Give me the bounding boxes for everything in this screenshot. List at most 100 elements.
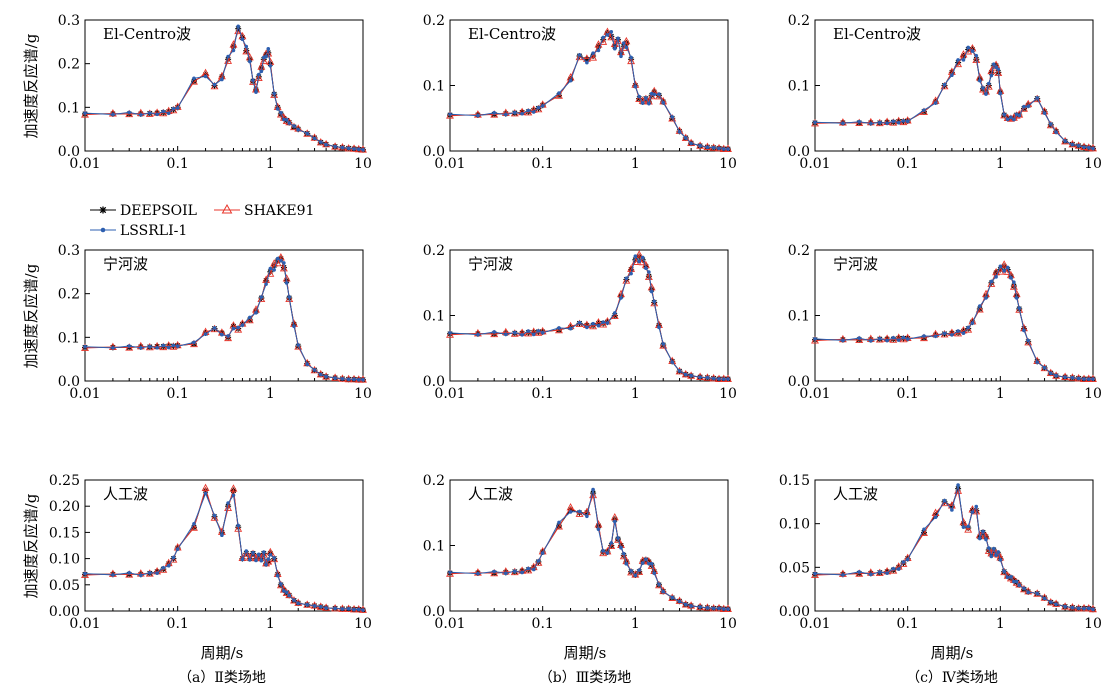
point-lssrli <box>683 602 688 607</box>
point-lssrli <box>272 556 276 560</box>
y-tick-label: 0.1 <box>58 100 80 116</box>
y-tick-label: 0.1 <box>788 309 810 325</box>
point-lssrli <box>994 553 998 557</box>
point-lssrli <box>284 281 289 285</box>
point-lssrli <box>612 46 617 51</box>
wave-label: El-Centro波 <box>103 25 191 43</box>
point-lssrli <box>226 501 230 505</box>
point-shake91 <box>276 110 285 118</box>
point-shake91 <box>234 325 243 333</box>
point-lssrli <box>1005 575 1010 580</box>
point-lssrli <box>661 342 666 346</box>
point-lssrli <box>147 111 152 115</box>
point-lssrli <box>619 546 623 550</box>
point-lssrli <box>275 107 280 111</box>
point-lssrli <box>520 570 524 575</box>
point-lssrli <box>1086 606 1091 611</box>
point-lssrli <box>361 608 365 612</box>
point-lssrli <box>192 340 196 345</box>
point-lssrli <box>476 332 480 337</box>
point-shake91 <box>635 250 644 258</box>
point-lssrli <box>637 94 641 99</box>
point-lssrli <box>996 67 1001 72</box>
point-lssrli <box>568 78 573 83</box>
point-lssrli <box>175 106 180 110</box>
point-lssrli <box>536 329 541 333</box>
point-lssrli <box>981 529 985 534</box>
point-lssrli <box>231 326 236 331</box>
point-lssrli <box>226 54 230 59</box>
series-deepsoil <box>82 487 366 613</box>
series-line-lssrli <box>84 257 363 381</box>
x-tick-label: 0.01 <box>69 386 100 402</box>
point-lssrli <box>1063 604 1067 609</box>
legend-item-lssrli: LSSRLI-1 <box>90 223 187 239</box>
point-lssrli <box>877 570 882 574</box>
plot-frame <box>814 479 1094 612</box>
point-lssrli <box>272 268 276 272</box>
point-lssrli <box>1009 276 1013 280</box>
point-lssrli <box>266 557 271 562</box>
point-lssrli <box>282 117 286 122</box>
point-lssrli <box>956 58 960 62</box>
point-lssrli <box>1082 145 1086 149</box>
point-lssrli <box>448 331 452 335</box>
point-lssrli <box>476 113 480 118</box>
point-lssrli <box>813 337 817 341</box>
x-ticks: 0.01 0.1 1 10 <box>69 606 372 632</box>
point-lssrli <box>698 375 702 379</box>
series-deepsoil <box>812 46 1096 152</box>
point-lssrli <box>677 130 682 134</box>
point-lssrli <box>244 549 249 553</box>
point-lssrli <box>961 331 966 336</box>
x-tick-label: 10 <box>354 616 372 632</box>
point-lssrli <box>1002 269 1006 273</box>
point-lssrli <box>166 563 171 568</box>
point-lssrli <box>287 593 292 598</box>
point-lssrli <box>885 338 889 343</box>
point-lssrli <box>147 344 152 349</box>
point-lssrli <box>503 332 508 337</box>
x-axis-label-a: 周期/s <box>201 644 244 662</box>
point-lssrli <box>717 377 721 381</box>
legend-label-shake91: SHAKE91 <box>244 203 314 219</box>
legend-label-lssrli: LSSRLI-1 <box>120 223 187 239</box>
point-lssrli <box>637 259 641 264</box>
point-shake91 <box>972 506 981 515</box>
point-lssrli <box>721 607 726 611</box>
point-lssrli <box>857 119 862 124</box>
point-lssrli <box>448 112 452 117</box>
point-lssrli <box>540 104 545 108</box>
point-shake91 <box>687 138 696 147</box>
point-lssrli <box>711 606 716 611</box>
point-lssrli <box>231 493 236 498</box>
point-lssrli <box>192 76 196 81</box>
x-tick-label: 10 <box>354 386 372 402</box>
point-lssrli <box>127 110 132 115</box>
y-axis-label-row1: 加速度反应谱/g <box>22 33 40 138</box>
series-shake91 <box>81 483 367 613</box>
point-shake91 <box>524 107 533 116</box>
point-shake91 <box>210 81 219 90</box>
point-lssrli <box>1042 111 1047 115</box>
point-lssrli <box>981 86 985 90</box>
point-shake91 <box>446 330 454 338</box>
point-lssrli <box>577 320 582 325</box>
point-lssrli <box>670 115 675 119</box>
series-line-shake91 <box>814 489 1094 610</box>
point-shake91 <box>659 586 668 595</box>
point-shake91 <box>984 546 993 554</box>
point-lssrli <box>240 323 245 327</box>
point-shake91 <box>234 524 243 532</box>
caption-c: （c）Ⅳ类场地 <box>906 670 998 686</box>
point-lssrli <box>857 336 862 340</box>
point-lssrli <box>1009 115 1013 120</box>
point-lssrli <box>333 376 337 380</box>
point-lssrli <box>272 91 276 96</box>
y-tick-label: 0.3 <box>58 243 80 259</box>
point-lssrli <box>503 571 508 576</box>
point-lssrli <box>966 325 970 330</box>
point-lssrli <box>279 258 283 263</box>
point-lssrli <box>721 147 726 151</box>
x-ticks: 0.01 0.1 1 10 <box>799 376 1102 402</box>
